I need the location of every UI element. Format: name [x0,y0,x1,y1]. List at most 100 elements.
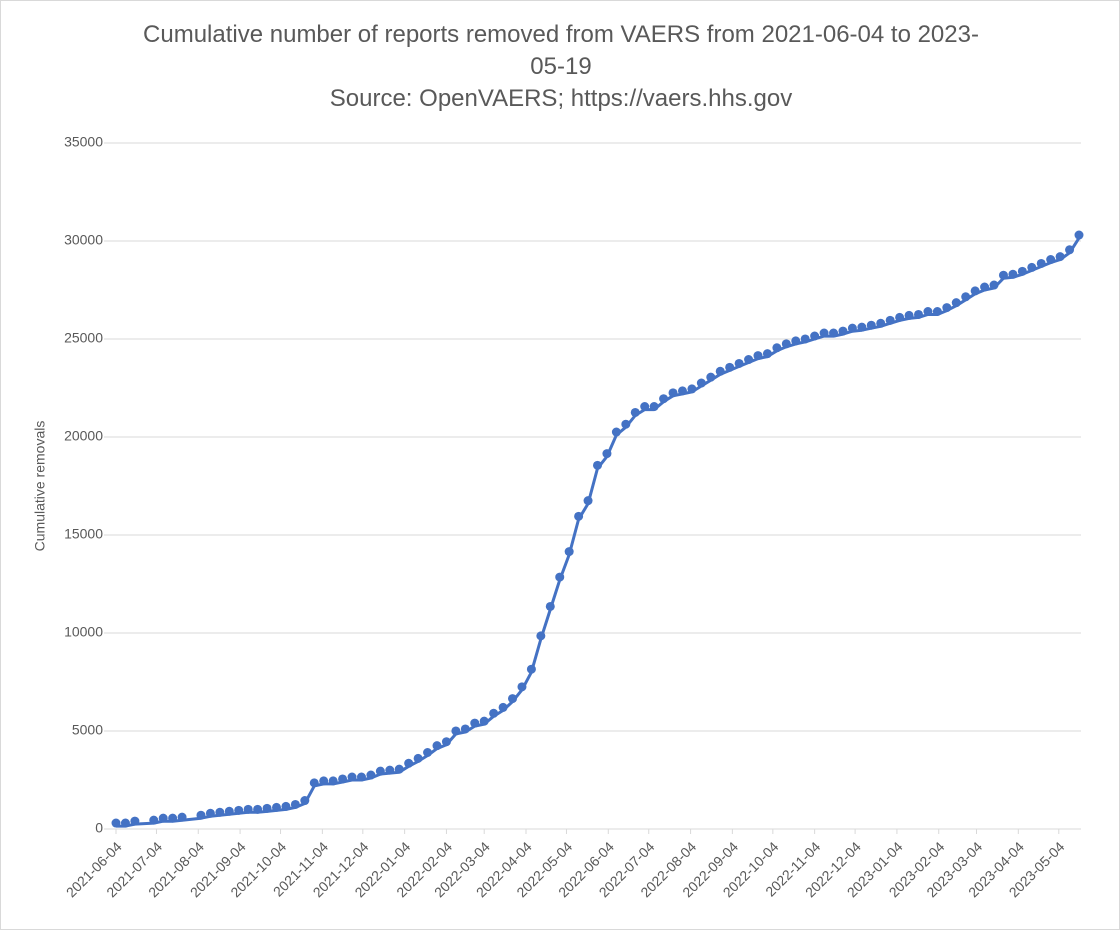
data-point [338,774,348,784]
data-point [177,812,187,822]
data-point [611,427,621,437]
y-tick-label: 15000 [64,526,103,542]
data-point [498,702,508,712]
data-point [205,808,215,818]
data-point [319,776,329,786]
chart-title: Cumulative number of reports removed fro… [143,21,979,80]
data-point [574,511,584,521]
data-point [366,770,376,780]
data-point [1055,252,1065,262]
data-point [1046,255,1056,265]
data-point [375,766,385,776]
data-point [885,315,895,325]
data-point [772,343,782,353]
data-point [819,328,829,338]
data-point [328,776,338,786]
data-point [272,802,281,812]
data-point [677,386,687,396]
data-point [394,764,404,774]
data-point [932,307,942,316]
data-point [621,419,631,429]
data-point [970,286,980,296]
data-point [744,355,754,365]
data-point [649,402,659,412]
data-point [1036,258,1046,268]
data-point [432,741,442,751]
data-line [116,237,1081,828]
data-point [753,351,763,361]
data-point [120,818,130,828]
data-point [725,362,735,372]
y-axis-label: Cumulative removals [32,421,48,552]
y-tick-label: 35000 [64,134,103,150]
data-point [196,810,206,820]
data-point [961,292,971,302]
data-point [564,547,574,557]
data-point [347,772,357,782]
data-point [460,724,470,734]
data-point [262,803,272,813]
data-point [130,816,140,826]
data-point [904,310,914,320]
chart-subtitle: Source: OpenVAERS; https://vaers.hhs.gov [329,85,793,112]
data-point [489,708,499,718]
data-point [706,372,716,382]
data-point [630,407,640,417]
data-point [715,366,725,376]
data-point [1065,245,1075,255]
data-point [441,737,451,747]
data-point [895,312,905,322]
data-point [224,806,234,816]
data-point [1017,266,1027,276]
data-point [111,818,121,828]
data-point [168,813,178,823]
data-point [583,496,593,506]
y-tick-label: 20000 [64,428,103,444]
data-point [508,694,518,704]
data-point [998,270,1008,280]
data-point [1008,269,1018,279]
data-point [659,394,669,404]
data-point [215,807,225,817]
data-point [810,331,820,341]
data-point [517,682,527,692]
y-tick-label: 5000 [72,722,103,738]
data-point [876,318,886,328]
data-point [838,326,848,336]
y-tick-label: 30000 [64,232,103,248]
data-point [1074,230,1084,240]
data-point [413,753,423,763]
data-point [356,772,366,782]
data-point [536,631,546,641]
y-tick-label: 10000 [64,624,103,640]
data-point [309,778,319,788]
data-point [281,801,291,811]
data-point [781,339,791,349]
data-point [243,804,253,814]
data-point [696,378,706,388]
data-point [253,804,263,814]
data-point [989,280,999,290]
data-point [980,282,990,292]
data-point [866,320,876,330]
data-point [470,718,480,728]
data-point [404,758,414,768]
y-tick-label: 0 [95,820,103,836]
data-point [762,349,772,359]
data-point [942,303,952,313]
data-point [602,449,612,459]
data-point [290,799,300,809]
data-point [593,460,602,470]
data-point [451,726,461,736]
data-point [423,748,433,757]
data-point [829,328,839,338]
data-point [526,664,536,674]
data-point [640,402,650,412]
data-point [857,322,867,332]
data-point [668,388,678,398]
data-point [300,796,310,806]
data-point [1027,262,1037,272]
data-point [687,384,697,394]
